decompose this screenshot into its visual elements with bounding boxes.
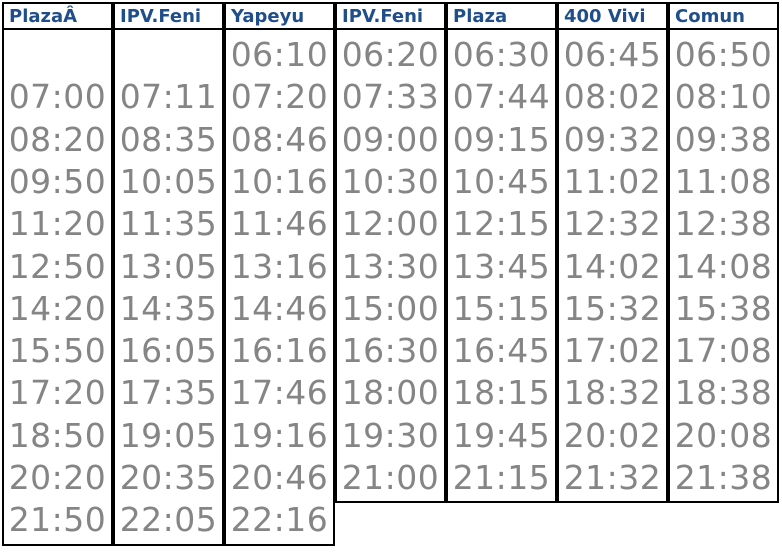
column-header: IPV.Feni (113, 2, 224, 30)
time-cell: 13:45 (452, 246, 551, 286)
time-cell: 15:50 (8, 331, 107, 371)
time-cell: 18:50 (8, 415, 107, 455)
time-cell: 07:44 (452, 77, 551, 117)
column-header: Comun (668, 2, 779, 30)
column-body: 07:11 08:35 10:05 11:35 13:05 14:35 16:05 17:35… (113, 30, 224, 546)
time-cell: 09:00 (341, 119, 440, 159)
time-cell: 10:45 (452, 161, 551, 201)
time-cell: 08:20 (8, 119, 107, 159)
time-cell: 18:00 (341, 373, 440, 413)
time-cell: 16:45 (452, 331, 551, 371)
time-cell: 16:05 (119, 331, 218, 371)
time-cell: 11:08 (674, 161, 773, 201)
time-cell: 17:02 (563, 331, 662, 371)
time-cell: 15:15 (452, 288, 551, 328)
time-cell: 15:38 (674, 288, 773, 328)
time-cell: 14:02 (563, 246, 662, 286)
time-cell: 07:33 (341, 77, 440, 117)
time-cell: 12:32 (563, 204, 662, 244)
time-cell: 10:05 (119, 161, 218, 201)
time-cell: 06:45 (563, 35, 662, 74)
time-cell: 08:02 (563, 77, 662, 117)
column-header: 400 Vivi (557, 2, 668, 30)
time-cell: 21:32 (563, 458, 662, 497)
time-cell: 06:30 (452, 35, 551, 74)
time-cell: 20:02 (563, 415, 662, 455)
time-cell: 14:46 (230, 288, 329, 328)
column-header: IPV.Feni (335, 2, 446, 30)
column-body: 06:10 07:20 08:46 10:16 11:46 13:16 14:46 16:16… (224, 30, 335, 546)
time-cell: 07:00 (8, 77, 107, 117)
time-cell: 20:35 (119, 458, 218, 497)
time-cell: 09:15 (452, 119, 551, 159)
time-cell: 20:46 (230, 458, 329, 497)
time-cell: 09:38 (674, 119, 773, 159)
time-cell: 20:20 (8, 458, 107, 497)
time-cell: 21:00 (341, 458, 440, 497)
time-cell: 12:50 (8, 246, 107, 286)
column-header: Yapeyu (224, 2, 335, 30)
time-cell: 13:05 (119, 246, 218, 286)
column-header: Plaza (446, 2, 557, 30)
time-cell: 11:46 (230, 204, 329, 244)
time-cell: 17:20 (8, 373, 107, 413)
time-cell: 12:00 (341, 204, 440, 244)
column-body: 06:45 08:02 09:32 11:02 12:32 14:02 15:32 17:02… (557, 30, 668, 504)
column-body: 06:30 07:44 09:15 10:45 12:15 13:45 15:15 16:45… (446, 30, 557, 504)
time-cell: 15:32 (563, 288, 662, 328)
time-cell: 11:02 (563, 161, 662, 201)
time-cell: 14:08 (674, 246, 773, 286)
time-cell: 14:35 (119, 288, 218, 328)
time-cell: 19:05 (119, 415, 218, 455)
time-cell: 14:20 (8, 288, 107, 328)
time-cell: 19:45 (452, 415, 551, 455)
time-cell: 18:32 (563, 373, 662, 413)
time-cell: 17:46 (230, 373, 329, 413)
time-cell: 21:50 (8, 500, 107, 540)
time-cell: 06:10 (230, 35, 329, 74)
time-cell: 19:16 (230, 415, 329, 455)
time-cell: 22:05 (119, 500, 218, 540)
column-body: 06:20 07:33 09:00 10:30 12:00 13:30 15:00 16:30… (335, 30, 446, 504)
time-cell: 09:32 (563, 119, 662, 159)
column-header: PlazaÂ (2, 2, 113, 30)
time-cell: 13:16 (230, 246, 329, 286)
time-cell: 15:00 (341, 288, 440, 328)
time-cell: 16:30 (341, 331, 440, 371)
time-cell: 11:20 (8, 204, 107, 244)
time-cell: 12:38 (674, 204, 773, 244)
time-cell: 12:15 (452, 204, 551, 244)
time-cell: 06:20 (341, 35, 440, 74)
time-cell: 08:46 (230, 119, 329, 159)
time-cell: 20:08 (674, 415, 773, 455)
time-cell: 17:08 (674, 331, 773, 371)
time-cell: 17:35 (119, 373, 218, 413)
time-cell: 19:30 (341, 415, 440, 455)
column-body: 06:50 08:10 09:38 11:08 12:38 14:08 15:38 17:08… (668, 30, 779, 504)
time-cell: 18:15 (452, 373, 551, 413)
time-cell: 06:50 (674, 35, 773, 74)
time-cell: 21:15 (452, 458, 551, 497)
time-cell: 11:35 (119, 204, 218, 244)
time-cell: 10:30 (341, 161, 440, 201)
time-cell: 10:16 (230, 161, 329, 201)
time-cell: 09:50 (8, 161, 107, 201)
time-cell: 08:35 (119, 119, 218, 159)
column-body: 07:00 08:20 09:50 11:20 12:50 14:20 15:50 17:20… (2, 30, 113, 546)
time-cell: 21:38 (674, 458, 773, 497)
time-cell: 16:16 (230, 331, 329, 371)
time-cell: 13:30 (341, 246, 440, 286)
time-cell: 18:38 (674, 373, 773, 413)
time-cell: 22:16 (230, 500, 329, 540)
time-cell: 07:20 (230, 77, 329, 117)
time-cell: 08:10 (674, 77, 773, 117)
time-cell: 07:11 (119, 77, 218, 117)
